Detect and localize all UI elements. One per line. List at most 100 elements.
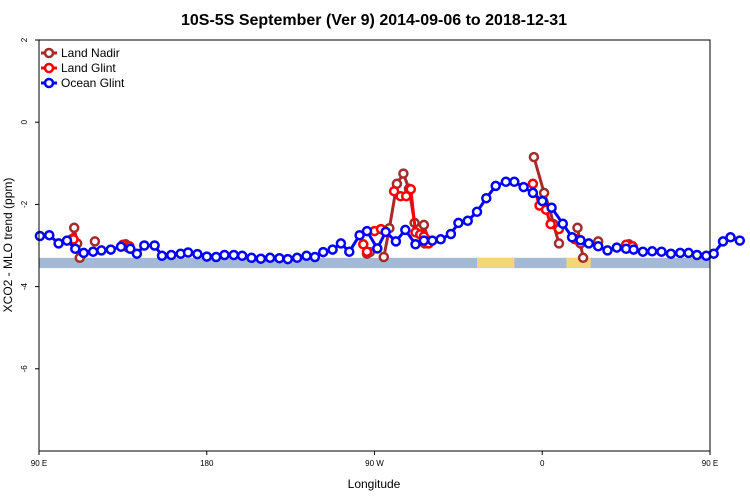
- data-point-land-nadir: [553, 238, 565, 249]
- data-point-ocean-glint: [192, 248, 203, 260]
- data-point-ocean-glint: [255, 253, 267, 264]
- data-point-ocean-glint: [725, 232, 736, 243]
- ocean-band: [39, 257, 710, 269]
- data-point-land-glint: [527, 178, 539, 190]
- data-point-land-nadir: [418, 219, 430, 231]
- data-point-ocean-glint: [646, 246, 658, 257]
- legend-swatch-marker: [43, 47, 55, 59]
- data-point-land-nadir: [528, 151, 540, 163]
- data-point-land-glint: [388, 185, 400, 197]
- land-patch: [477, 257, 515, 269]
- data-point-ocean-glint: [87, 246, 99, 257]
- data-point-ocean-glint: [34, 230, 46, 242]
- data-point-ocean-glint: [481, 192, 492, 204]
- data-point-ocean-glint: [691, 249, 703, 261]
- data-point-ocean-glint: [708, 248, 719, 259]
- data-point-ocean-glint: [372, 243, 383, 254]
- data-point-ocean-glint: [309, 251, 321, 263]
- data-point-ocean-glint: [219, 249, 230, 261]
- data-point-land-nadir: [538, 187, 550, 199]
- chart-title: 10S-5S September (Ver 9) 2014-09-06 to 2…: [181, 12, 567, 29]
- data-point-ocean-glint: [490, 180, 501, 192]
- legend-item-ocean-glint: Ocean Glint: [41, 76, 125, 90]
- data-point-ocean-glint: [125, 243, 136, 255]
- x-tick-label: 0: [540, 459, 545, 468]
- data-point-ocean-glint: [462, 215, 473, 227]
- data-point-ocean-glint: [518, 181, 529, 193]
- data-point-ocean-glint: [390, 236, 402, 247]
- data-point-ocean-glint: [301, 250, 312, 262]
- data-point-ocean-glint: [246, 252, 257, 264]
- data-point-ocean-glint: [115, 241, 127, 252]
- data-point-ocean-glint: [435, 234, 446, 245]
- data-point-ocean-glint: [166, 249, 177, 261]
- data-point-ocean-glint: [105, 244, 117, 255]
- y-tick-label: 0: [20, 119, 29, 124]
- data-point-land-nadir: [68, 222, 80, 234]
- data-point-ocean-glint: [557, 218, 569, 229]
- data-point-ocean-glint: [44, 229, 55, 241]
- data-point-ocean-glint: [537, 195, 548, 207]
- data-point-ocean-glint: [354, 229, 365, 241]
- data-point-ocean-glint: [327, 244, 338, 255]
- data-point-ocean-glint: [274, 252, 285, 264]
- legend-swatch-marker: [43, 62, 55, 74]
- data-point-ocean-glint: [734, 235, 746, 246]
- legend-item-land-glint: Land Glint: [41, 61, 116, 75]
- data-point-ocean-glint: [527, 187, 539, 199]
- data-point-ocean-glint: [592, 241, 604, 252]
- y-tick-label: 2: [20, 37, 29, 42]
- data-point-land-nadir: [378, 251, 390, 263]
- data-point-ocean-glint: [139, 240, 150, 251]
- data-point-ocean-glint: [335, 238, 347, 249]
- data-point-ocean-glint: [61, 235, 73, 246]
- data-point-ocean-glint: [182, 247, 194, 258]
- data-point-ocean-glint: [683, 247, 694, 259]
- data-point-land-glint: [405, 183, 417, 195]
- data-point-ocean-glint: [410, 239, 421, 250]
- data-point-ocean-glint: [566, 232, 578, 243]
- data-point-ocean-glint: [453, 217, 464, 229]
- data-point-ocean-glint: [131, 248, 143, 259]
- data-point-ocean-glint: [602, 245, 613, 256]
- data-point-ocean-glint: [380, 226, 391, 238]
- data-point-ocean-glint: [149, 240, 160, 251]
- data-point-ocean-glint: [656, 246, 667, 257]
- data-point-ocean-glint: [361, 225, 373, 237]
- data-point-ocean-glint: [96, 245, 107, 256]
- x-axis: 90 E 180 90 W 0 90 E: [31, 451, 718, 468]
- y-axis-label: XCO2 - MLO trend (ppm): [1, 178, 15, 313]
- data-point-ocean-glint: [264, 252, 276, 264]
- data-point-ocean-glint: [201, 251, 213, 262]
- data-point-land-glint: [361, 246, 373, 257]
- data-point-ocean-glint: [674, 247, 686, 259]
- x-tick-label: 180: [200, 459, 214, 468]
- data-point-ocean-glint: [471, 206, 483, 218]
- data-point-ocean-glint: [611, 242, 623, 253]
- x-tick-label: 90 E: [31, 459, 47, 468]
- series-ocean-glint: [34, 176, 746, 265]
- legend-label: Land Glint: [61, 61, 116, 75]
- legend-swatch-marker: [43, 77, 55, 89]
- data-point-land-nadir: [572, 222, 583, 234]
- data-point-ocean-glint: [575, 234, 586, 246]
- data-point-ocean-glint: [70, 243, 81, 255]
- data-point-ocean-glint: [344, 246, 355, 257]
- data-point-ocean-glint: [637, 246, 649, 257]
- data-point-ocean-glint: [156, 250, 168, 262]
- x-tick-label: 90 E: [702, 459, 718, 468]
- data-point-ocean-glint: [210, 251, 222, 263]
- data-point-ocean-glint: [717, 236, 729, 247]
- data-point-ocean-glint: [78, 247, 89, 259]
- y-axis: 2 0 -2 -4 -6: [20, 37, 39, 372]
- data-point-land-glint: [545, 218, 556, 230]
- data-point-land-nadir: [398, 168, 409, 179]
- data-point-ocean-glint: [282, 253, 294, 265]
- y-tick-label: -6: [20, 365, 29, 373]
- data-point-ocean-glint: [509, 176, 520, 188]
- series-layer: [34, 151, 746, 265]
- x-axis-label: Longitude: [348, 477, 401, 491]
- data-point-ocean-glint: [291, 252, 303, 264]
- x-tick-label: 90 W: [365, 459, 384, 468]
